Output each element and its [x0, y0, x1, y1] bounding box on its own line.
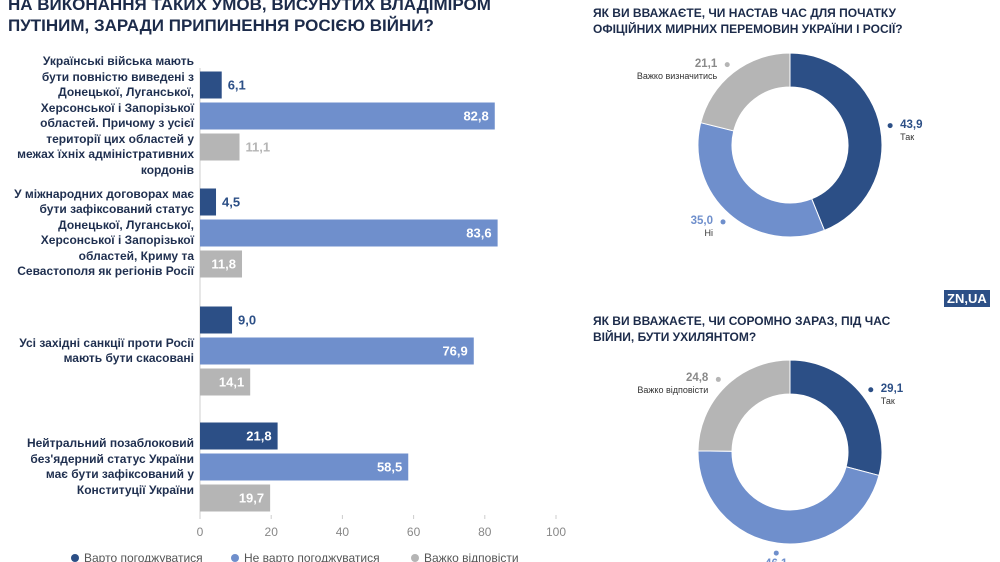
chart-title: НА ВИКОНАННЯ ТАКИХ УМОВ, ВИСУНУТИХ ВЛАДІ… [8, 0, 491, 35]
value-label: 9,0 [238, 312, 256, 327]
value-label: 58,5 [377, 459, 402, 474]
slice-name: Так [900, 131, 915, 142]
legend-marker [231, 554, 239, 562]
bar [200, 453, 409, 481]
donut-slice [697, 122, 826, 238]
donut-slice [697, 450, 880, 545]
slice-value: 24,8 [685, 372, 709, 385]
slice-label: 21,1 Важко визначитись [627, 58, 717, 82]
label-dot [868, 387, 874, 393]
donut-slice [697, 359, 791, 452]
bar [200, 219, 498, 247]
slice-value: 43,9 [900, 118, 923, 131]
bar [200, 133, 240, 161]
legend-label: Варто погоджуватися [84, 551, 203, 562]
slice-label: 46,1Ні [731, 558, 821, 562]
bar [200, 188, 217, 216]
legend-label: Не варто погоджуватися [244, 551, 380, 562]
category-label: Українські війська мають бути повністю в… [17, 54, 194, 177]
slice-name: Так [880, 395, 895, 406]
slice-label: 43,9 Так [900, 119, 990, 143]
bar [200, 337, 474, 365]
value-label: 21,8 [246, 428, 271, 443]
label-dot [724, 62, 730, 68]
x-tick-label: 40 [336, 525, 350, 539]
value-label: 6,1 [228, 77, 246, 92]
value-label: 83,6 [466, 225, 491, 240]
x-tick-label: 0 [197, 525, 204, 539]
category-label: У міжнародних договорах має бути зафіксо… [14, 186, 194, 279]
slice-label: 35,0 Ні [623, 215, 713, 239]
bar [200, 250, 243, 278]
bar [200, 102, 495, 130]
value-label: 76,9 [442, 343, 467, 358]
x-tick-label: 60 [407, 525, 421, 539]
slice-label: 24,8 Важко відповісти [618, 372, 708, 396]
category-label: Нейтральний позаблоковий без'ядерний ста… [26, 436, 194, 497]
bar [200, 422, 278, 450]
label-dot [773, 550, 779, 556]
legend-marker [411, 554, 419, 562]
bar [200, 368, 251, 396]
x-tick-label: 100 [546, 525, 566, 539]
donut-slice [789, 359, 883, 477]
value-label: 11,1 [246, 139, 271, 154]
logo: ZN,UA [944, 290, 990, 307]
slice-value: 35,0 [690, 214, 714, 227]
slice-name: Важко відповісти [637, 385, 709, 396]
slice-name: Ні [704, 227, 714, 238]
bar [200, 71, 222, 99]
donut-slice [789, 52, 883, 231]
x-tick-label: 80 [478, 525, 492, 539]
value-label: 14,1 [219, 374, 244, 389]
donut-slice [700, 52, 791, 132]
slice-value: 46,1 [731, 558, 821, 562]
category-label: Усі західні санкції проти Росії мають бу… [19, 335, 194, 366]
value-label: 82,8 [463, 108, 488, 123]
legend-marker [71, 554, 79, 562]
legend-label: Важко відповісти [424, 551, 519, 562]
value-label: 4,5 [222, 194, 240, 209]
slice-label: 29,1 Так [881, 383, 971, 407]
label-dot [715, 376, 721, 382]
value-label: 11,8 [211, 256, 236, 271]
x-tick-label: 20 [265, 525, 279, 539]
slice-name: Важко визначитись [636, 70, 718, 81]
label-dot [887, 123, 893, 129]
value-label: 19,7 [239, 490, 264, 505]
slice-value: 21,1 [694, 57, 718, 70]
slice-value: 29,1 [880, 382, 904, 395]
chart-title: ЯК ВИ ВВАЖАЄТЕ, ЧИ НАСТАВ ЧАС ДЛЯ ПОЧАТК… [593, 6, 903, 36]
label-dot [720, 219, 726, 225]
bar [200, 306, 233, 334]
chart-title: ЯК ВИ ВВАЖАЄТЕ, ЧИ СОРОМНО ЗАРАЗ, ПІД ЧА… [593, 314, 891, 344]
bar [200, 484, 271, 512]
